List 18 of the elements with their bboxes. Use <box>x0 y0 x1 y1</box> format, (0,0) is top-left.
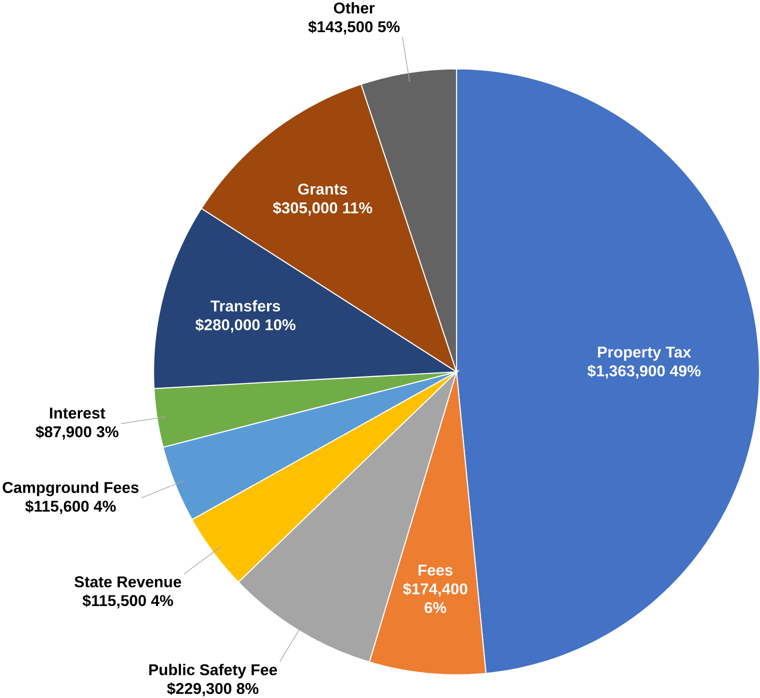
data-label: $305,000 11% <box>272 201 372 216</box>
slice-label: Campground Fees <box>2 481 139 496</box>
data-label: $1,363,900 49% <box>587 364 701 378</box>
slice-label: Fees <box>418 564 452 576</box>
data-label: $115,500 4% <box>82 594 174 608</box>
data-label: $229,300 8% <box>167 682 258 696</box>
slice-label: Transfers <box>210 300 280 312</box>
data-label: $115,600 4% <box>25 500 116 514</box>
slice-label: Other <box>334 2 375 14</box>
data-label: $143,500 5% <box>308 20 400 34</box>
slice-label: State Revenue <box>74 576 182 588</box>
slice-label: Property Tax <box>598 346 692 361</box>
data-label: $87,900 3% <box>36 425 118 440</box>
slice-label: Interest <box>50 408 106 418</box>
slice-label: Grants <box>298 183 348 194</box>
data-label: $280,000 10% <box>195 318 296 332</box>
data-label: $174,400 6% <box>402 582 468 613</box>
slice-label: Public Safety Fee <box>149 664 277 678</box>
